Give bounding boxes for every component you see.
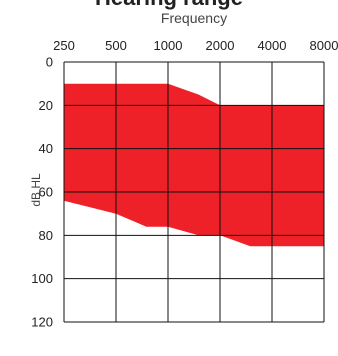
x-tick-label: 500 — [105, 38, 127, 53]
y-tick-label: 20 — [39, 98, 53, 113]
x-axis-label: Frequency — [161, 10, 227, 26]
hearing-range-area-group — [64, 83, 324, 247]
x-tick-label: 8000 — [310, 38, 338, 53]
x-tick-label: 2000 — [206, 38, 235, 53]
hearing-range-area — [64, 83, 324, 247]
y-tick-label: 80 — [39, 228, 53, 243]
y-tick-label: 100 — [31, 271, 53, 286]
x-tick-label: 4000 — [258, 38, 287, 53]
y-axis-label: dB HL — [29, 173, 43, 207]
y-tick-label: 120 — [31, 315, 53, 330]
y-tick-label: 60 — [39, 185, 53, 200]
y-tick-label: 0 — [46, 55, 53, 70]
chart-title: Hearing range — [0, 0, 338, 11]
x-tick-label: 1000 — [154, 38, 183, 53]
tick-labels-group: 250 500 1000 2000 4000 8000 0 20 40 60 80 100 120 — [31, 38, 338, 330]
x-tick-label: 250 — [53, 38, 75, 53]
grid-group — [63, 61, 325, 323]
y-tick-label: 40 — [39, 141, 53, 156]
